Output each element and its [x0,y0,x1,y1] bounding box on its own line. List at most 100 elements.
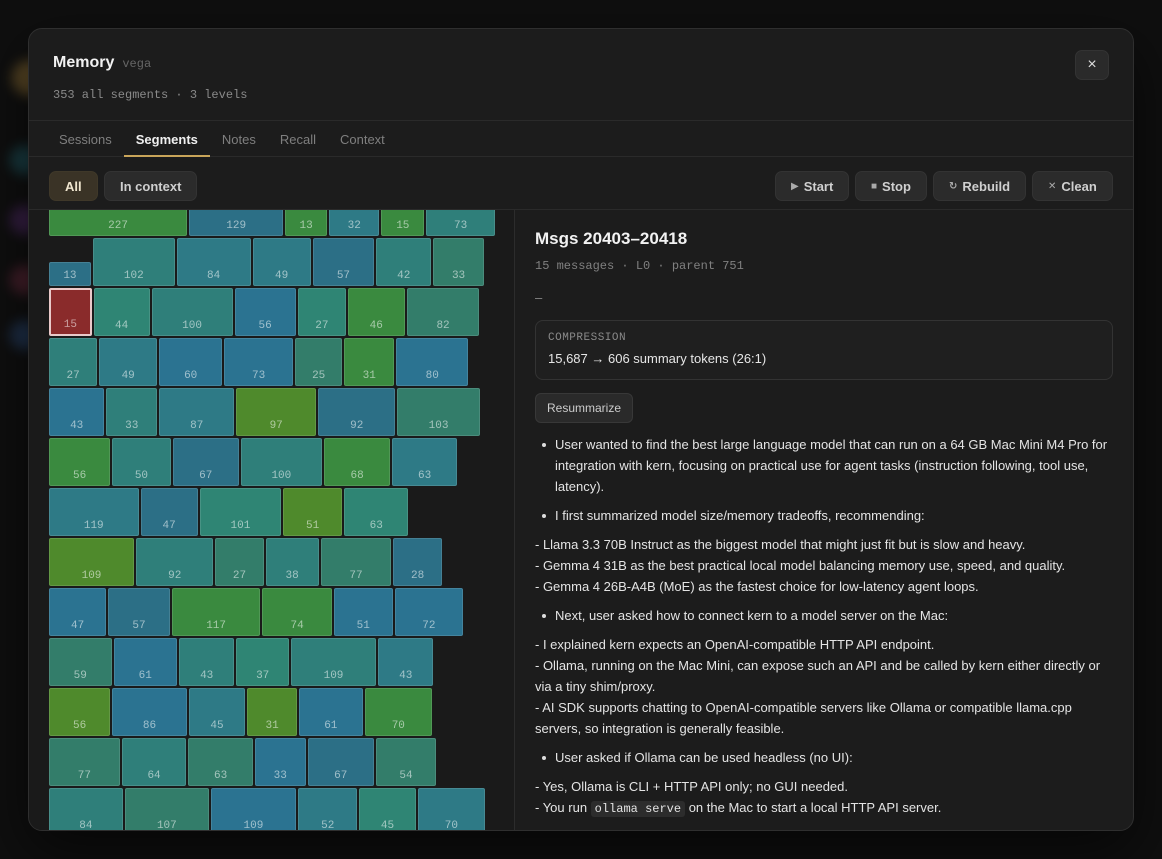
segment-tile[interactable]: 109 [49,538,135,586]
segment-tile[interactable]: 33 [254,738,306,786]
segment-tile[interactable]: 129 [189,210,284,236]
segment-tile[interactable]: 56 [234,288,296,336]
segment-tile[interactable]: 50 [112,438,171,486]
segment-tile[interactable]: 37 [236,638,289,686]
segment-size: 56 [258,320,272,332]
segment-tile[interactable]: 61 [113,638,177,686]
segment-size: 43 [200,670,214,682]
resummarize-button[interactable]: Resummarize [535,393,634,423]
segment-tile[interactable]: 47 [49,588,107,636]
segment-tile[interactable]: 13 [49,262,91,286]
tab[interactable]: Recall [279,132,316,147]
segment-tile[interactable]: 27 [297,288,346,336]
segment-tile[interactable]: 73 [426,210,496,236]
segment-tile[interactable]: 63 [392,438,457,486]
segment-tile[interactable]: 51 [283,488,343,536]
segment-tile[interactable]: 117 [171,588,261,636]
segment-tile[interactable]: 67 [172,438,239,486]
segment-tile[interactable]: 70 [364,688,433,736]
segment-tile[interactable]: 47 [140,488,198,536]
segment-tile[interactable]: 45 [188,688,246,736]
segment-tile[interactable]: 63 [344,488,409,536]
segment-tile[interactable]: 67 [307,738,374,786]
segment-tile[interactable]: 74 [262,588,332,636]
segment-tile[interactable]: 15 [381,210,425,236]
segment-tile[interactable]: 51 [333,588,393,636]
segment-tile[interactable]: 31 [247,688,298,736]
segment-tile[interactable]: 60 [159,338,223,386]
segment-tile[interactable]: 86 [112,688,187,736]
segment-tile[interactable]: 84 [176,238,251,286]
segment-tile[interactable]: 43 [378,638,434,686]
segment-tile[interactable]: 56 [49,438,111,486]
segment-size: 56 [72,720,87,732]
segment-tile[interactable]: 52 [298,788,358,830]
action-button[interactable]: ▶ Start [775,171,850,201]
segment-tile[interactable]: 102 [92,238,175,286]
tab[interactable]: Sessions [59,132,112,147]
segment-tile[interactable]: 109 [291,638,377,686]
segment-tile[interactable]: 32 [329,210,380,236]
segment-tile[interactable]: 77 [320,538,392,586]
segment-tile[interactable]: 109 [210,788,296,830]
segment-tile[interactable]: 45 [359,788,416,830]
modal-title: Memory vega [53,54,151,72]
segment-tile[interactable]: 92 [318,388,396,436]
segment-tile[interactable]: 59 [49,638,112,686]
segment-size: 43 [70,420,84,432]
tab[interactable]: Segments [123,121,211,157]
segment-tile[interactable]: 87 [159,388,235,436]
segment-tile[interactable]: 56 [49,688,111,736]
segment-tile[interactable]: 49 [99,338,158,386]
segment-tile[interactable]: 31 [344,338,395,386]
segment-tile[interactable]: 43 [49,388,105,436]
segment-tile[interactable]: 57 [108,588,170,636]
segment-tile[interactable]: 64 [121,738,187,786]
segment-tile[interactable]: 227 [49,210,188,236]
segment-tile[interactable]: 25 [295,338,343,386]
tab[interactable]: Notes [221,132,256,147]
segment-tile[interactable]: 38 [265,538,319,586]
segment-tile[interactable]: 63 [188,738,253,786]
segment-tile[interactable]: 73 [224,338,294,386]
segment-tile[interactable]: 70 [417,788,486,830]
segment-tile[interactable]: 68 [323,438,391,486]
segment-tile[interactable]: 119 [49,488,139,536]
segment-tile[interactable]: 33 [106,388,158,436]
segment-tile[interactable]: 46 [347,288,405,336]
segment-tile[interactable]: 72 [394,588,464,636]
segment-tile[interactable]: 82 [406,288,480,336]
segment-tile[interactable]: 103 [397,388,480,436]
segment-tile[interactable]: 100 [240,438,322,486]
action-button[interactable]: ✕ Clean [1032,171,1113,201]
segment-tile[interactable]: 44 [93,288,150,336]
segment-tile[interactable]: 107 [124,788,209,830]
filter-button[interactable]: All [49,171,98,201]
segment-tile[interactable]: 49 [252,238,311,286]
segment-tile[interactable]: 57 [312,238,375,286]
segment-tile[interactable]: 54 [375,738,437,786]
segment-tile[interactable]: 97 [236,388,316,436]
segment-tile[interactable]: 77 [49,738,120,786]
filter-button[interactable]: In context [104,171,198,201]
action-button[interactable]: ■ Stop [855,171,927,201]
segment-tile[interactable]: 15 [49,288,92,336]
action-button[interactable]: ↻ Rebuild [933,171,1027,201]
tab[interactable]: Context [339,132,385,147]
segment-tile[interactable]: 43 [179,638,235,686]
segment-tile[interactable]: 101 [199,488,282,536]
segment-tile[interactable]: 92 [136,538,214,586]
compression-box: COMPRESSION 15,687 → 606 summary tokens … [535,320,1113,380]
segment-size: 63 [214,770,228,782]
segment-tile[interactable]: 100 [151,288,233,336]
segment-tile[interactable]: 27 [49,338,98,386]
segment-tile[interactable]: 27 [215,538,264,586]
segment-tile[interactable]: 84 [49,788,123,830]
segment-tile[interactable]: 80 [396,338,469,386]
close-button[interactable]: × [1075,50,1109,80]
segment-tile[interactable]: 33 [433,238,484,286]
segment-tile[interactable]: 42 [376,238,432,286]
segment-tile[interactable]: 13 [285,210,328,236]
segment-tile[interactable]: 28 [393,538,442,586]
segment-tile[interactable]: 61 [299,688,363,736]
